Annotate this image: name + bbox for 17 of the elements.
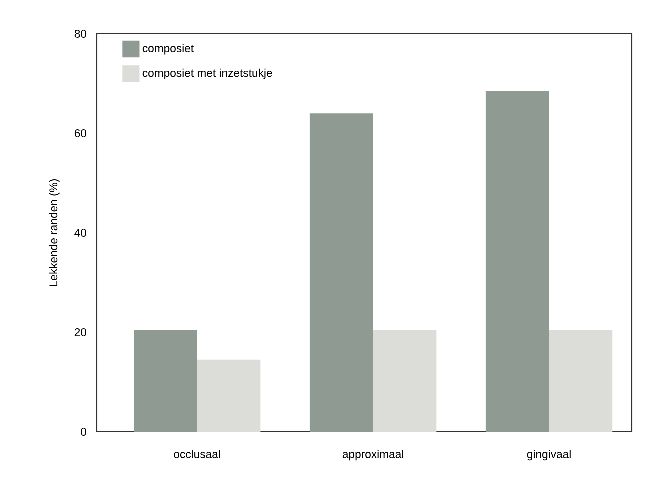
y-tick-label: 40	[74, 229, 87, 238]
y-tick-label: 0	[81, 428, 87, 436]
y-axis-title: Lekkende randen (%)	[49, 180, 60, 286]
x-tick-label: occlusaal	[174, 450, 220, 458]
y-tick-label: 60	[74, 130, 87, 138]
y-tick-label: 20	[74, 328, 87, 337]
bar	[486, 91, 550, 432]
bar	[549, 330, 613, 432]
legend-label: composiet	[142, 44, 194, 55]
bar	[373, 330, 437, 432]
bar	[134, 330, 198, 432]
x-tick-label: approximaal	[342, 450, 404, 461]
bar	[310, 114, 374, 432]
legend-label: composiet met inzetstukje	[142, 68, 272, 80]
x-tick-label: gingivaal	[527, 450, 571, 461]
y-tick-label: 80	[74, 30, 87, 38]
bar	[197, 360, 261, 432]
